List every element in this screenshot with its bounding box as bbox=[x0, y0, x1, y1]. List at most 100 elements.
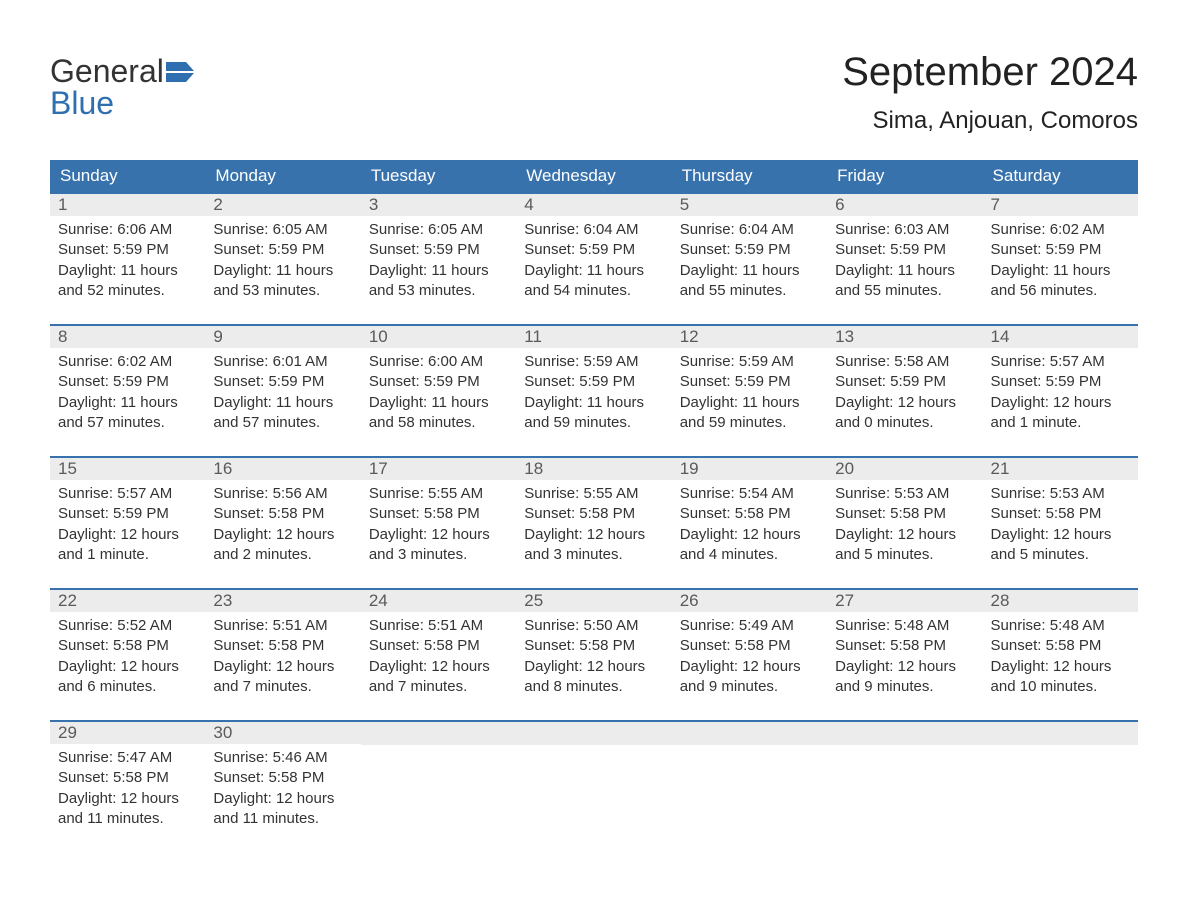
day-details: Sunrise: 6:05 AMSunset: 5:59 PMDaylight:… bbox=[205, 216, 360, 307]
day-number bbox=[827, 722, 982, 745]
day-number bbox=[361, 722, 516, 745]
day-number bbox=[516, 722, 671, 745]
day-details: Sunrise: 5:59 AMSunset: 5:59 PMDaylight:… bbox=[516, 348, 671, 439]
day-details: Sunrise: 5:53 AMSunset: 5:58 PMDaylight:… bbox=[827, 480, 982, 571]
calendar-day-cell: 29Sunrise: 5:47 AMSunset: 5:58 PMDayligh… bbox=[50, 720, 205, 840]
calendar-day-cell: 16Sunrise: 5:56 AMSunset: 5:58 PMDayligh… bbox=[205, 456, 360, 576]
calendar-day-cell: 7Sunrise: 6:02 AMSunset: 5:59 PMDaylight… bbox=[983, 192, 1138, 312]
day-details: Sunrise: 5:55 AMSunset: 5:58 PMDaylight:… bbox=[516, 480, 671, 571]
calendar-day-cell bbox=[516, 720, 671, 840]
calendar-day-cell: 13Sunrise: 5:58 AMSunset: 5:59 PMDayligh… bbox=[827, 324, 982, 444]
day-number bbox=[672, 722, 827, 745]
day-number: 21 bbox=[983, 458, 1138, 480]
calendar-day-cell: 28Sunrise: 5:48 AMSunset: 5:58 PMDayligh… bbox=[983, 588, 1138, 708]
day-number: 4 bbox=[516, 194, 671, 216]
day-details: Sunrise: 6:01 AMSunset: 5:59 PMDaylight:… bbox=[205, 348, 360, 439]
day-details: Sunrise: 6:00 AMSunset: 5:59 PMDaylight:… bbox=[361, 348, 516, 439]
day-number: 13 bbox=[827, 326, 982, 348]
calendar-header-cell: Thursday bbox=[672, 160, 827, 192]
calendar-week-row: 8Sunrise: 6:02 AMSunset: 5:59 PMDaylight… bbox=[50, 324, 1138, 444]
calendar-day-cell: 10Sunrise: 6:00 AMSunset: 5:59 PMDayligh… bbox=[361, 324, 516, 444]
day-details: Sunrise: 5:47 AMSunset: 5:58 PMDaylight:… bbox=[50, 744, 205, 835]
calendar-day-cell: 4Sunrise: 6:04 AMSunset: 5:59 PMDaylight… bbox=[516, 192, 671, 312]
day-details: Sunrise: 5:58 AMSunset: 5:59 PMDaylight:… bbox=[827, 348, 982, 439]
day-number: 10 bbox=[361, 326, 516, 348]
calendar-day-cell: 26Sunrise: 5:49 AMSunset: 5:58 PMDayligh… bbox=[672, 588, 827, 708]
calendar-day-cell: 11Sunrise: 5:59 AMSunset: 5:59 PMDayligh… bbox=[516, 324, 671, 444]
day-number: 8 bbox=[50, 326, 205, 348]
day-details: Sunrise: 5:49 AMSunset: 5:58 PMDaylight:… bbox=[672, 612, 827, 703]
day-details: Sunrise: 5:48 AMSunset: 5:58 PMDaylight:… bbox=[827, 612, 982, 703]
calendar-day-cell: 30Sunrise: 5:46 AMSunset: 5:58 PMDayligh… bbox=[205, 720, 360, 840]
day-number: 27 bbox=[827, 590, 982, 612]
day-number: 14 bbox=[983, 326, 1138, 348]
calendar-header-cell: Wednesday bbox=[516, 160, 671, 192]
calendar-header-cell: Sunday bbox=[50, 160, 205, 192]
day-number: 28 bbox=[983, 590, 1138, 612]
day-number: 11 bbox=[516, 326, 671, 348]
day-details: Sunrise: 6:03 AMSunset: 5:59 PMDaylight:… bbox=[827, 216, 982, 307]
calendar-header-cell: Monday bbox=[205, 160, 360, 192]
calendar-header-cell: Tuesday bbox=[361, 160, 516, 192]
day-number: 23 bbox=[205, 590, 360, 612]
calendar-day-cell: 8Sunrise: 6:02 AMSunset: 5:59 PMDaylight… bbox=[50, 324, 205, 444]
day-details: Sunrise: 5:54 AMSunset: 5:58 PMDaylight:… bbox=[672, 480, 827, 571]
day-number: 12 bbox=[672, 326, 827, 348]
day-details: Sunrise: 5:56 AMSunset: 5:58 PMDaylight:… bbox=[205, 480, 360, 571]
title-block: September 2024 Sima, Anjouan, Comoros bbox=[842, 50, 1138, 135]
calendar-day-cell: 22Sunrise: 5:52 AMSunset: 5:58 PMDayligh… bbox=[50, 588, 205, 708]
logo-word-2: Blue bbox=[50, 85, 114, 121]
day-details: Sunrise: 5:48 AMSunset: 5:58 PMDaylight:… bbox=[983, 612, 1138, 703]
calendar-week-row: 22Sunrise: 5:52 AMSunset: 5:58 PMDayligh… bbox=[50, 588, 1138, 708]
calendar-day-cell: 20Sunrise: 5:53 AMSunset: 5:58 PMDayligh… bbox=[827, 456, 982, 576]
calendar-day-cell: 27Sunrise: 5:48 AMSunset: 5:58 PMDayligh… bbox=[827, 588, 982, 708]
day-number: 24 bbox=[361, 590, 516, 612]
day-details: Sunrise: 6:02 AMSunset: 5:59 PMDaylight:… bbox=[983, 216, 1138, 307]
day-details: Sunrise: 5:57 AMSunset: 5:59 PMDaylight:… bbox=[50, 480, 205, 571]
day-details: Sunrise: 5:55 AMSunset: 5:58 PMDaylight:… bbox=[361, 480, 516, 571]
calendar-day-cell: 6Sunrise: 6:03 AMSunset: 5:59 PMDaylight… bbox=[827, 192, 982, 312]
day-number: 26 bbox=[672, 590, 827, 612]
day-number: 7 bbox=[983, 194, 1138, 216]
calendar-day-cell: 18Sunrise: 5:55 AMSunset: 5:58 PMDayligh… bbox=[516, 456, 671, 576]
day-details: Sunrise: 6:04 AMSunset: 5:59 PMDaylight:… bbox=[672, 216, 827, 307]
day-details: Sunrise: 6:02 AMSunset: 5:59 PMDaylight:… bbox=[50, 348, 205, 439]
calendar-day-cell: 1Sunrise: 6:06 AMSunset: 5:59 PMDaylight… bbox=[50, 192, 205, 312]
calendar-day-cell bbox=[983, 720, 1138, 840]
day-number: 16 bbox=[205, 458, 360, 480]
calendar-day-cell: 15Sunrise: 5:57 AMSunset: 5:59 PMDayligh… bbox=[50, 456, 205, 576]
day-number: 29 bbox=[50, 722, 205, 744]
calendar-day-cell: 3Sunrise: 6:05 AMSunset: 5:59 PMDaylight… bbox=[361, 192, 516, 312]
calendar-day-cell: 5Sunrise: 6:04 AMSunset: 5:59 PMDaylight… bbox=[672, 192, 827, 312]
calendar-day-cell: 17Sunrise: 5:55 AMSunset: 5:58 PMDayligh… bbox=[361, 456, 516, 576]
day-details: Sunrise: 5:51 AMSunset: 5:58 PMDaylight:… bbox=[361, 612, 516, 703]
calendar-header-cell: Friday bbox=[827, 160, 982, 192]
day-details: Sunrise: 5:52 AMSunset: 5:58 PMDaylight:… bbox=[50, 612, 205, 703]
logo-word-1: General bbox=[50, 53, 164, 89]
day-details: Sunrise: 5:46 AMSunset: 5:58 PMDaylight:… bbox=[205, 744, 360, 835]
day-number: 5 bbox=[672, 194, 827, 216]
day-number: 25 bbox=[516, 590, 671, 612]
day-details: Sunrise: 6:05 AMSunset: 5:59 PMDaylight:… bbox=[361, 216, 516, 307]
day-number: 19 bbox=[672, 458, 827, 480]
day-details: Sunrise: 6:04 AMSunset: 5:59 PMDaylight:… bbox=[516, 216, 671, 307]
calendar-day-cell: 21Sunrise: 5:53 AMSunset: 5:58 PMDayligh… bbox=[983, 456, 1138, 576]
location-subtitle: Sima, Anjouan, Comoros bbox=[842, 107, 1138, 135]
day-details: Sunrise: 5:50 AMSunset: 5:58 PMDaylight:… bbox=[516, 612, 671, 703]
calendar-day-cell: 25Sunrise: 5:50 AMSunset: 5:58 PMDayligh… bbox=[516, 588, 671, 708]
calendar-week-row: 1Sunrise: 6:06 AMSunset: 5:59 PMDaylight… bbox=[50, 192, 1138, 312]
calendar-day-cell: 19Sunrise: 5:54 AMSunset: 5:58 PMDayligh… bbox=[672, 456, 827, 576]
calendar-day-cell: 24Sunrise: 5:51 AMSunset: 5:58 PMDayligh… bbox=[361, 588, 516, 708]
page-title: September 2024 bbox=[842, 50, 1138, 95]
day-details: Sunrise: 5:59 AMSunset: 5:59 PMDaylight:… bbox=[672, 348, 827, 439]
calendar-day-cell: 9Sunrise: 6:01 AMSunset: 5:59 PMDaylight… bbox=[205, 324, 360, 444]
day-details: Sunrise: 5:51 AMSunset: 5:58 PMDaylight:… bbox=[205, 612, 360, 703]
day-number: 17 bbox=[361, 458, 516, 480]
logo: General Blue bbox=[50, 55, 194, 119]
calendar-day-cell: 14Sunrise: 5:57 AMSunset: 5:59 PMDayligh… bbox=[983, 324, 1138, 444]
calendar-day-cell: 23Sunrise: 5:51 AMSunset: 5:58 PMDayligh… bbox=[205, 588, 360, 708]
day-details: Sunrise: 5:53 AMSunset: 5:58 PMDaylight:… bbox=[983, 480, 1138, 571]
calendar-day-cell bbox=[672, 720, 827, 840]
calendar-week-row: 29Sunrise: 5:47 AMSunset: 5:58 PMDayligh… bbox=[50, 720, 1138, 840]
day-number: 22 bbox=[50, 590, 205, 612]
